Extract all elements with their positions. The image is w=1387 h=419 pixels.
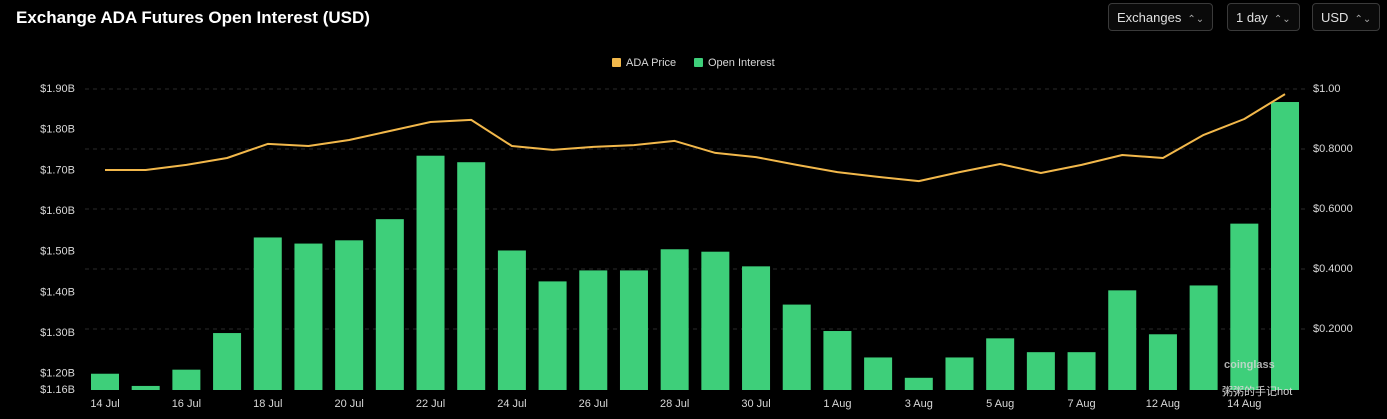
y-tick-label: $1.30B [40,327,75,339]
y-tick-label: $1.60B [40,205,75,217]
bar [213,333,242,390]
y2-tick-label: $0.4000 [1313,263,1353,275]
bar [660,249,689,390]
bar [579,270,608,390]
legend-label: Open Interest [708,57,775,69]
x-tick-label: 18 Jul [253,398,282,410]
x-tick-label: 14 Aug [1227,398,1261,410]
x-tick-label: 5 Aug [986,398,1014,410]
x-tick-label: 20 Jul [334,398,363,410]
bar [131,385,160,390]
bar [91,373,119,390]
y-tick-label: $1.90B [40,83,75,95]
dropdown-label: 1 day [1236,10,1268,25]
bar [375,219,404,390]
x-tick-label: 14 Jul [90,398,119,410]
y2-tick-label: $0.6000 [1313,203,1353,215]
bar [945,357,974,390]
currency-dropdown[interactable]: USD ⌃⌄ [1312,3,1381,31]
bar [416,155,445,390]
bar [1189,285,1218,390]
bar [742,266,771,390]
bar [986,338,1015,390]
bar [619,270,648,390]
x-tick-label: 3 Aug [905,398,933,410]
dropdown-label: USD [1321,10,1349,25]
x-tick-label: 30 Jul [741,398,770,410]
x-tick-label: 22 Jul [416,398,445,410]
bar [1026,352,1055,390]
bar [1067,352,1096,390]
chart-title: Exchange ADA Futures Open Interest (USD) [16,8,370,27]
y-tick-label: $1.16B [40,384,75,396]
legend-swatch [612,58,621,67]
dropdown-label: Exchanges [1117,10,1182,25]
y2-tick-label: $1.00 [1313,83,1341,95]
bar [904,377,933,390]
bar [335,240,364,390]
y-tick-label: $1.40B [40,286,75,298]
y-tick-label: $1.70B [40,164,75,176]
x-tick-label: 12 Aug [1146,398,1180,410]
watermark: coinglass [1224,359,1275,371]
y-tick-label: $1.50B [40,246,75,258]
bar [1108,290,1137,390]
y2-tick-label: $0.8000 [1313,143,1353,155]
bar [701,251,730,390]
y2-tick-label: $0.2000 [1313,323,1353,335]
x-tick-label: 24 Jul [497,398,526,410]
x-tick-label: 16 Jul [172,398,201,410]
overlay-text: 粥粥的手记hot [1222,384,1292,398]
x-tick-label: 7 Aug [1067,398,1095,410]
interval-dropdown[interactable]: 1 day ⌃⌄ [1227,3,1300,31]
bar [172,369,201,390]
x-tick-label: 26 Jul [579,398,608,410]
bar [538,281,567,390]
bar [497,250,526,390]
bar [782,304,811,390]
legend-label: ADA Price [626,57,676,69]
legend-swatch [694,58,703,67]
bar [1148,334,1177,390]
y-tick-label: $1.20B [40,368,75,380]
x-tick-label: 28 Jul [660,398,689,410]
bar [864,357,893,390]
bar [253,237,282,390]
exchanges-dropdown[interactable]: Exchanges ⌃⌄ [1108,3,1214,31]
y-tick-label: $1.80B [40,124,75,136]
bar [1271,102,1300,391]
price-line [105,93,1286,183]
bar [1230,223,1259,390]
bar [457,162,486,390]
bar [294,243,323,390]
x-tick-label: 1 Aug [823,398,851,410]
bar [823,331,852,390]
